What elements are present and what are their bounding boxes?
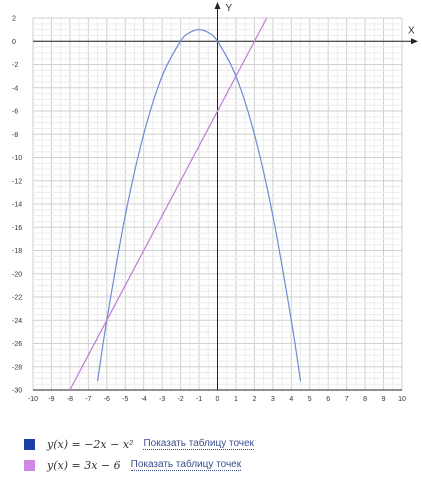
y-tick-label: -24	[12, 318, 22, 325]
chart-svg: XY -10 -9 -8 -7 -6 -5 -4 -3 -2 -1 0 1 2 3 4 5 6 7 8 9 1020-2…	[12, 2, 418, 404]
y-tick-label: 0	[12, 39, 16, 46]
x-tick-label: -1	[196, 396, 202, 403]
x-tick-label: 4	[289, 396, 293, 403]
y-tick-label: -6	[12, 109, 18, 116]
series-lines	[69, 18, 302, 390]
tick-labels: -10 -9 -8 -7 -6 -5 -4 -3 -2 -1 0 1 2 3 4 5 6 7 8 9 1020-2-4-…	[12, 16, 406, 404]
x-tick-label: 8	[363, 396, 367, 403]
x-tick-label: -7	[85, 396, 91, 403]
parabola-series-line	[96, 29, 302, 382]
y-axis-arrow	[214, 2, 221, 9]
y-tick-label: -8	[12, 132, 18, 139]
y-tick-label: -26	[12, 341, 22, 348]
linear-series-line	[69, 18, 268, 390]
x-tick-label: -3	[159, 396, 165, 403]
y-tick-label: -22	[12, 295, 22, 302]
y-axis-label: Y	[226, 3, 233, 14]
y-tick-label: -30	[12, 388, 22, 395]
y-tick-label: -4	[12, 85, 18, 92]
x-tick-label: 3	[271, 396, 275, 403]
legend-swatch-parabola	[24, 438, 35, 450]
y-tick-label: 2	[12, 16, 16, 23]
x-tick-label: -2	[177, 396, 183, 403]
x-tick-label: 5	[308, 396, 312, 403]
legend-item-line: y(x) = 3x − 6 Показать таблицу точек	[24, 457, 404, 473]
legend-formula-parabola: y(x) = −2x − x²	[47, 437, 134, 451]
x-tick-label: 9	[382, 396, 386, 403]
x-tick-label: -6	[104, 396, 110, 403]
y-tick-label: -18	[12, 248, 22, 255]
legend-swatch-line	[24, 459, 35, 471]
x-tick-label: 2	[252, 396, 256, 403]
x-tick-label: 10	[398, 396, 406, 403]
x-tick-label: 6	[326, 396, 330, 403]
show-points-table-link-parabola[interactable]: Показать таблицу точек	[143, 438, 254, 450]
legend-item-parabola: y(x) = −2x − x² Показать таблицу точек	[24, 436, 404, 452]
y-tick-label: -16	[12, 225, 22, 232]
show-points-table-link-line[interactable]: Показать таблицу точек	[130, 459, 242, 471]
y-tick-label: -28	[12, 364, 22, 371]
legend-formula-line: y(x) = 3x − 6	[47, 458, 121, 472]
x-tick-label: -10	[28, 396, 38, 403]
y-tick-label: -2	[12, 62, 18, 69]
x-tick-label: -8	[67, 396, 73, 403]
x-axis-arrow	[411, 38, 418, 45]
x-tick-label: 0	[216, 396, 220, 403]
x-tick-label: -5	[122, 396, 128, 403]
x-tick-label: 7	[345, 396, 349, 403]
y-tick-label: -10	[12, 155, 22, 162]
x-tick-label: 1	[234, 396, 238, 403]
x-axis-label: X	[408, 25, 415, 36]
x-tick-label: -4	[141, 396, 147, 403]
axes: XY	[33, 2, 418, 391]
y-tick-label: -20	[12, 271, 22, 278]
y-tick-label: -12	[12, 178, 22, 185]
x-tick-label: -9	[48, 396, 54, 403]
y-tick-label: -14	[12, 202, 22, 209]
